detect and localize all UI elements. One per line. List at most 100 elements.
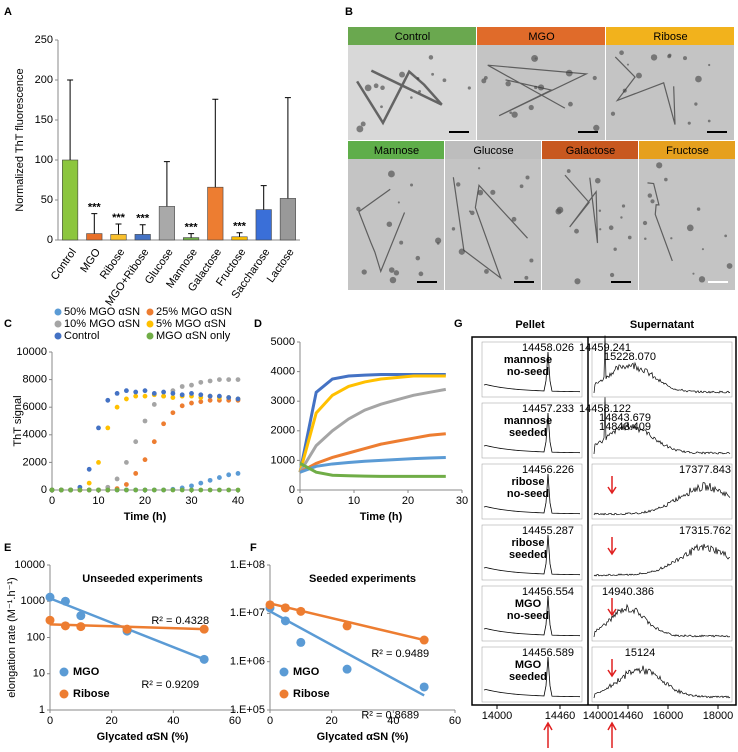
- particle: [456, 182, 461, 187]
- x-tick-label: 18000: [703, 710, 734, 722]
- data-point: [217, 393, 222, 399]
- legend-label: Ribose: [73, 688, 110, 700]
- r-squared-label: R² = 0.9489: [371, 648, 429, 660]
- image-header: [445, 141, 541, 159]
- particle: [356, 125, 364, 133]
- legend-label: 50% MGO αSN: [64, 306, 140, 318]
- x-tick-label: 10: [92, 495, 104, 507]
- y-tick-label: 1.E+08: [230, 559, 265, 571]
- y-tick-label: 100: [27, 631, 45, 643]
- x-tick-label: 0: [297, 495, 303, 507]
- spectrum: [593, 397, 731, 455]
- data-point: [142, 487, 148, 493]
- data-point: [122, 624, 132, 634]
- particle: [490, 189, 496, 195]
- arrow: [543, 721, 553, 748]
- y-tick-label: 150: [35, 114, 53, 126]
- data-point: [161, 393, 167, 399]
- y-tick-label: 1.E+06: [230, 656, 265, 668]
- bar: [86, 233, 103, 241]
- image-label: Glucose: [473, 145, 513, 157]
- row-label: MGO: [515, 598, 542, 610]
- particle: [428, 55, 434, 60]
- y-tick-label: 2000: [23, 456, 47, 468]
- particle: [524, 275, 529, 280]
- row-label: seeded: [509, 671, 547, 683]
- data-point: [189, 487, 194, 493]
- data-point: [58, 487, 64, 493]
- x-tick-label: 60: [229, 715, 241, 727]
- data-point: [226, 395, 232, 400]
- particle: [650, 199, 655, 204]
- particle: [380, 85, 385, 91]
- image-header: [477, 27, 605, 45]
- data-point: [189, 483, 194, 489]
- particle: [442, 78, 447, 83]
- bar: [158, 206, 175, 241]
- x-tick-label: 20: [139, 495, 151, 507]
- data-point: [133, 389, 139, 395]
- particle: [647, 193, 653, 198]
- data-point: [179, 384, 185, 389]
- fibril: [356, 69, 443, 126]
- spectrum-frame: [591, 646, 733, 703]
- particle: [431, 72, 435, 76]
- data-point: [170, 395, 176, 400]
- particle: [696, 207, 701, 211]
- data-point: [114, 404, 120, 410]
- data-point: [235, 487, 241, 493]
- legend-label: MGO αSN only: [156, 330, 231, 342]
- data-point: [151, 391, 157, 396]
- data-point: [207, 397, 213, 403]
- trend-line: [269, 610, 425, 697]
- spectrum-frame: [591, 402, 733, 459]
- data-point: [179, 392, 185, 398]
- y-tick-label: 0: [47, 234, 53, 246]
- legend-marker: [59, 667, 69, 677]
- peak-label: 15228.070: [604, 351, 656, 363]
- data-point: [198, 379, 204, 385]
- data-point: [60, 621, 70, 631]
- bar: [183, 237, 200, 241]
- y-tick-label: 250: [35, 34, 53, 46]
- image-label: Galactose: [566, 145, 616, 157]
- spectrum: [593, 603, 731, 638]
- bar: [110, 234, 127, 241]
- particle: [410, 183, 414, 187]
- chart-title: Seeded experiments: [309, 573, 416, 585]
- spectrum: [593, 543, 731, 577]
- y-tick-label: 8000: [23, 374, 47, 386]
- data-point: [142, 393, 148, 399]
- x-axis-label: Glycated αSN (%): [97, 731, 189, 743]
- particle: [470, 210, 475, 216]
- error-bar: [91, 213, 98, 234]
- spectrum: [593, 482, 731, 516]
- panel-label: B: [345, 6, 353, 18]
- data-point: [133, 471, 139, 476]
- peak-label: 14940.386: [602, 586, 654, 598]
- data-point: [133, 393, 139, 399]
- significance-label: ***: [112, 212, 126, 224]
- spectrum-frame: [481, 463, 583, 520]
- row-label: no-seed: [507, 610, 549, 622]
- data-point: [170, 391, 176, 396]
- legend-marker: [146, 320, 154, 328]
- spectrum-frame: [591, 463, 733, 520]
- particle: [528, 104, 534, 111]
- bar: [207, 186, 224, 241]
- y-tick-label: 1.E+07: [230, 607, 265, 619]
- particle: [609, 272, 615, 278]
- particle: [670, 237, 673, 240]
- bar: [134, 234, 151, 241]
- fibril: [358, 188, 406, 274]
- particle: [594, 177, 601, 184]
- particle: [686, 224, 694, 232]
- spectrum-frame: [481, 524, 583, 581]
- data-point: [161, 421, 167, 427]
- data-point: [133, 439, 139, 445]
- data-point: [124, 460, 129, 465]
- data-point: [280, 603, 290, 613]
- error-bar: [212, 98, 219, 188]
- y-tick-label: 50: [41, 194, 53, 206]
- particle: [592, 75, 597, 81]
